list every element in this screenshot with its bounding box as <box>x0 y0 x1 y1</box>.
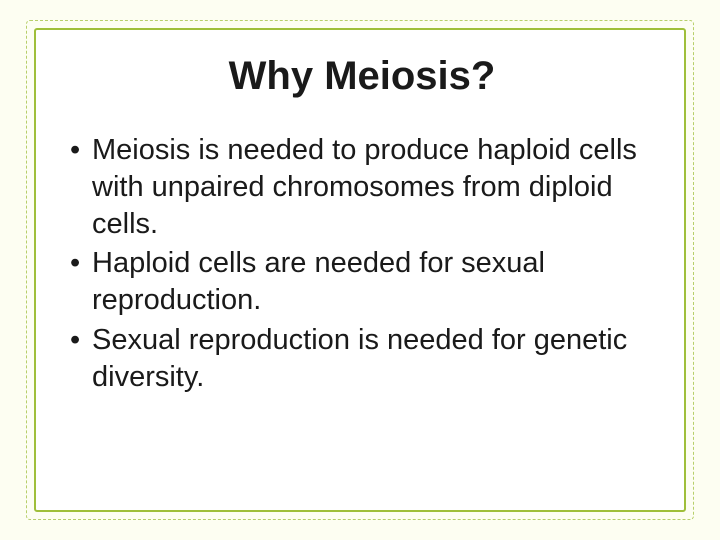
slide-title: Why Meiosis? <box>70 54 654 98</box>
bullet-item: Haploid cells are needed for sexual repr… <box>70 245 654 319</box>
bullet-list: Meiosis is needed to produce haploid cel… <box>70 132 654 396</box>
bullet-item: Sexual reproduction is needed for geneti… <box>70 322 654 396</box>
bullet-item: Meiosis is needed to produce haploid cel… <box>70 132 654 243</box>
content-frame: Why Meiosis? Meiosis is needed to produc… <box>34 28 686 512</box>
